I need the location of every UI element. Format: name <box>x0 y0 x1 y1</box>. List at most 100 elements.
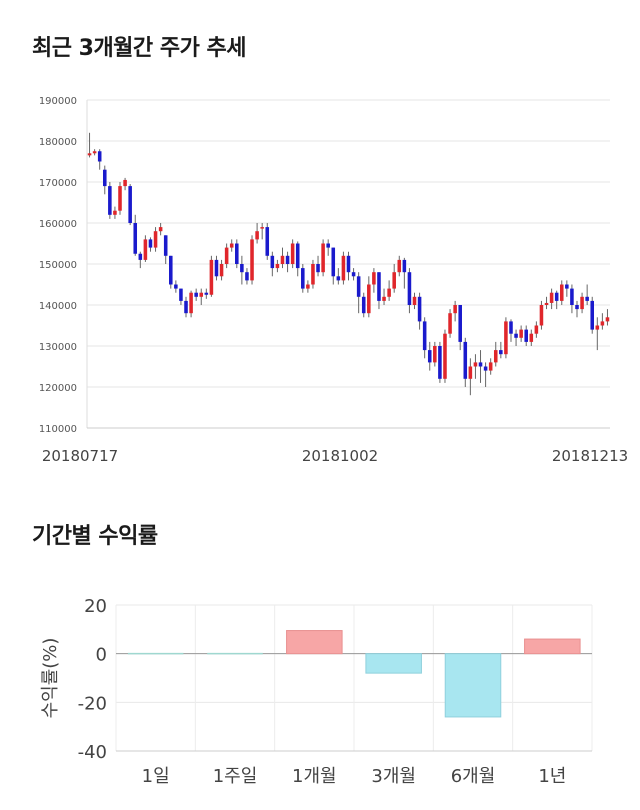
candle-body <box>326 243 330 248</box>
candle-body <box>118 186 122 211</box>
candle-body <box>448 313 452 334</box>
returns-x-tick-label: 1년 <box>538 766 566 787</box>
candle-body <box>605 317 610 322</box>
price-x-axis: 20180717 20181002 20181213 <box>42 447 628 465</box>
candle-body <box>204 292 209 295</box>
candle-body <box>214 259 219 277</box>
candle-body <box>224 247 229 264</box>
candle-body <box>514 333 518 338</box>
price-y-axis: 190000 180000 170000 160000 150000 140000 1300… <box>39 96 77 435</box>
price-y-tick-label: 190000 <box>39 96 77 107</box>
candle-body <box>549 292 554 303</box>
candle-body <box>199 292 204 297</box>
returns-x-tick-label: 6개월 <box>451 766 496 787</box>
price-y-tick-label: 170000 <box>39 178 77 189</box>
candle-body <box>209 259 214 295</box>
price-x-tick-label: 20180717 <box>42 447 118 465</box>
candle-body <box>163 235 168 256</box>
price-y-tick-label: 130000 <box>39 342 77 353</box>
price-x-tick-label: 20181002 <box>302 447 378 465</box>
returns-bar <box>365 653 422 674</box>
candle-body <box>595 325 600 330</box>
candle-body <box>143 239 148 260</box>
candle-body <box>290 243 295 264</box>
candle-body <box>493 350 498 363</box>
returns-bar-chart: 20 0 -20 -40 1일 1주일 1개월 3개월 6개월 1년 수익률(%) <box>40 596 593 787</box>
candle-body <box>580 296 584 310</box>
price-y-tick-label: 160000 <box>39 219 77 230</box>
price-candles <box>87 132 610 396</box>
returns-y-axis: 20 0 -20 -40 <box>78 596 107 763</box>
candle-body <box>463 341 468 379</box>
candle-body <box>295 243 300 269</box>
candle-body <box>519 329 523 338</box>
candle-body <box>133 223 138 254</box>
candle-body <box>285 255 290 264</box>
candle-body <box>453 305 457 314</box>
candle-body <box>184 300 188 314</box>
candle-body <box>341 255 346 281</box>
returns-y-axis-label: 수익률(%) <box>40 638 61 719</box>
returns-x-tick-label: 1주일 <box>213 766 258 787</box>
candle-body <box>275 264 280 269</box>
candle-body <box>245 272 249 281</box>
candle-body <box>321 243 325 273</box>
candle-body <box>92 151 97 154</box>
candle-body <box>260 227 264 229</box>
candle-body <box>148 239 153 248</box>
candle-body <box>158 227 163 232</box>
candle-body <box>559 284 564 301</box>
candle-body <box>219 264 224 277</box>
candle-body <box>108 186 112 215</box>
candle-body <box>250 239 254 281</box>
candle-body <box>412 296 417 305</box>
price-y-tick-label: 140000 <box>39 301 77 312</box>
candle-body <box>483 366 488 371</box>
candle-body <box>240 264 244 273</box>
candle-body <box>189 292 193 314</box>
returns-y-tick-label: 20 <box>84 596 107 617</box>
candle-body <box>331 247 336 277</box>
candle-body <box>433 346 437 363</box>
candle-body <box>361 296 366 314</box>
candle-body <box>179 288 183 301</box>
candle-body <box>392 272 396 289</box>
candle-body <box>169 255 173 285</box>
returns-x-tick-label: 1일 <box>142 766 170 787</box>
candle-body <box>585 296 589 301</box>
candle-body <box>402 259 407 273</box>
candle-body <box>153 231 158 248</box>
price-x-tick-label: 20181213 <box>552 447 628 465</box>
returns-grid <box>115 604 593 752</box>
candle-body <box>123 179 127 187</box>
candle-body <box>265 227 270 256</box>
candle-body <box>504 321 508 355</box>
candle-body <box>356 276 361 297</box>
candle-body <box>367 284 371 314</box>
candlestick-chart: 190000 180000 170000 160000 150000 140000 1300… <box>39 96 628 465</box>
returns-y-tick-label: 0 <box>96 645 107 666</box>
candle-body <box>306 284 310 289</box>
candle-body <box>554 292 559 301</box>
candle-body <box>387 288 391 297</box>
candle-body <box>600 321 605 326</box>
candle-body <box>478 362 483 367</box>
candle-body <box>97 151 102 162</box>
candle-body <box>539 305 544 326</box>
candle-body <box>280 255 285 264</box>
price-y-tick-label: 150000 <box>39 260 77 271</box>
candle-body <box>499 350 503 355</box>
candle-body <box>488 362 493 371</box>
returns-bar <box>286 630 343 655</box>
candle-body <box>427 350 432 363</box>
returns-bar <box>444 653 502 718</box>
candle-body <box>336 276 341 281</box>
price-y-tick-label: 120000 <box>39 383 77 394</box>
candle-body <box>468 366 473 379</box>
candle-body <box>458 305 462 342</box>
candle-body <box>194 292 198 297</box>
returns-x-tick-label: 3개월 <box>371 766 416 787</box>
candle-body <box>382 296 386 301</box>
candle-body <box>346 255 351 273</box>
candle-body <box>590 300 595 330</box>
